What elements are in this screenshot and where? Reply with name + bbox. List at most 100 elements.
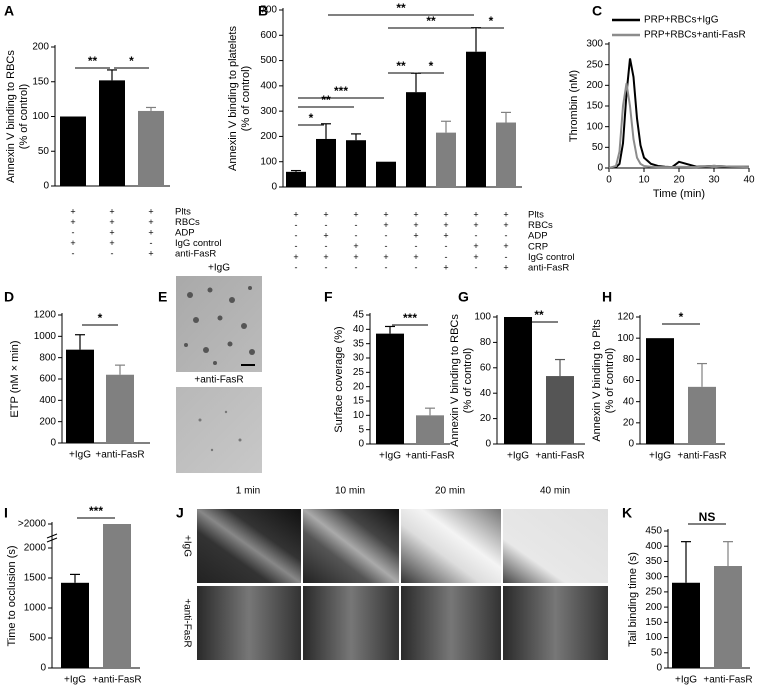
bar <box>286 171 306 187</box>
condition-sign: + <box>109 238 114 248</box>
condition-sign: + <box>323 252 328 262</box>
condition-sign: + <box>503 241 508 251</box>
image <box>503 586 608 660</box>
y-tick-label: 1000 <box>34 331 57 342</box>
significance-label: NS <box>699 510 716 524</box>
y-tick-label: 250 <box>586 59 603 70</box>
y-tick-label: 600 <box>260 30 277 41</box>
line-series <box>608 83 750 169</box>
error-bar <box>146 106 156 111</box>
x-tick-label: +anti-FasR <box>535 451 584 462</box>
image <box>176 387 262 473</box>
y-axis-label: Annexin V binding to RBCs <box>5 50 17 183</box>
x-tick-label: +IgG <box>69 450 91 461</box>
condition-sign: + <box>293 252 298 262</box>
panel-letter: F <box>324 289 333 305</box>
bar <box>60 116 86 186</box>
panel-letter: J <box>176 505 184 521</box>
y-tick-label: 0 <box>358 439 364 450</box>
significance-label: * <box>489 14 494 28</box>
condition-sign: - <box>415 262 418 272</box>
condition-label: IgG control <box>175 238 221 249</box>
y-tick-label: 1200 <box>34 310 57 321</box>
bar <box>61 582 89 668</box>
x-axis-label: Time (min) <box>653 188 705 200</box>
error-bar <box>385 325 395 334</box>
condition-sign: - <box>475 231 478 241</box>
y-tick-label: 350 <box>645 556 662 567</box>
condition-sign: + <box>353 252 358 262</box>
condition-sign: - <box>295 220 298 230</box>
bar <box>406 92 426 187</box>
y-tick-label: 0 <box>50 438 56 449</box>
condition-sign: - <box>505 231 508 241</box>
y-axis-label: (% of control) <box>18 84 30 149</box>
condition-sign: - <box>295 231 298 241</box>
condition-sign: + <box>109 206 114 216</box>
y-tick-label: 300 <box>645 571 662 582</box>
y-tick-label: 80 <box>623 354 635 365</box>
condition-sign: - <box>385 231 388 241</box>
significance-label: ** <box>534 308 544 322</box>
y-tick-label: 100 <box>474 312 491 323</box>
error-bar <box>411 72 421 93</box>
condition-sign: + <box>148 248 153 258</box>
significance-label: ** <box>396 1 406 15</box>
condition-label: Plts <box>175 207 191 218</box>
condition-sign: - <box>325 220 328 230</box>
bar <box>99 80 125 186</box>
y-axis-label: Thrombin (nM) <box>568 70 580 142</box>
image-texture <box>184 286 255 365</box>
condition-sign: + <box>383 220 388 230</box>
y-tick-label: 20 <box>353 381 365 392</box>
condition-sign: - <box>295 262 298 272</box>
panel-letter: D <box>4 289 14 305</box>
condition-sign: + <box>293 209 298 219</box>
image-label: +anti-FasR <box>194 375 243 386</box>
condition-label: RBCs <box>528 220 553 231</box>
condition-sign: + <box>503 209 508 219</box>
significance-label: * <box>98 311 103 325</box>
condition-sign: + <box>353 241 358 251</box>
panel-letter: C <box>592 3 602 19</box>
bar <box>416 415 444 444</box>
significance-label: ** <box>321 93 331 107</box>
condition-sign: - <box>415 241 418 251</box>
significance-label: ** <box>88 54 98 68</box>
bar <box>672 582 700 668</box>
bar <box>436 132 456 187</box>
y-tick-label: 250 <box>645 587 662 598</box>
x-tick-label: +IgG <box>675 675 697 686</box>
y-tick-label: 50 <box>651 647 663 658</box>
condition-sign: + <box>473 252 478 262</box>
condition-sign: - <box>385 262 388 272</box>
y-tick-label: 100 <box>645 632 662 643</box>
image <box>197 586 301 660</box>
bar <box>376 161 396 187</box>
condition-sign: - <box>355 262 358 272</box>
image <box>401 586 501 660</box>
scale-bar <box>241 364 255 366</box>
image <box>197 509 301 583</box>
condition-sign: + <box>503 220 508 230</box>
image-label: +IgG <box>208 263 230 274</box>
y-tick-label: 120 <box>617 312 634 323</box>
significance-label: ** <box>426 14 436 28</box>
bar <box>66 349 94 443</box>
y-tick-label: 150 <box>32 76 49 87</box>
y-tick-label: 2000 <box>24 543 47 554</box>
x-tick-label: +anti-FasR <box>703 675 752 686</box>
panel-letter: H <box>602 289 612 305</box>
y-tick-label: 200 <box>586 80 603 91</box>
condition-sign: + <box>443 209 448 219</box>
error-bar <box>425 407 435 416</box>
bar <box>376 333 404 444</box>
y-tick-label: 40 <box>480 388 492 399</box>
y-tick-label: 100 <box>586 121 603 132</box>
error-bar <box>75 334 85 350</box>
image-labels: +IgG +anti-FasR 1 min 10 min 20 min 40 m… <box>181 263 570 648</box>
y-tick-label: 200 <box>260 131 277 142</box>
y-axis-label: Surface coverage (%) <box>333 326 345 432</box>
y-tick-label: 200 <box>645 602 662 613</box>
error-bar <box>555 358 565 377</box>
